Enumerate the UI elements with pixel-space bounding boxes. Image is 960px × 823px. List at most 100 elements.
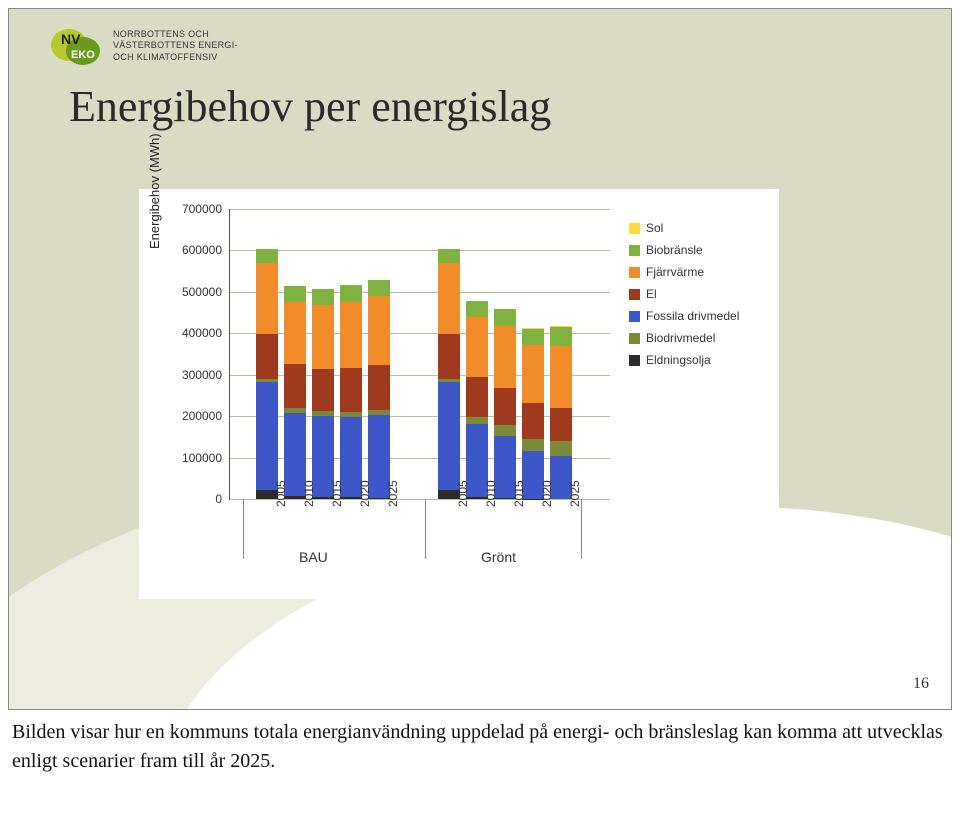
segment-Biodrivmedel xyxy=(522,439,544,451)
legend-item: Sol xyxy=(629,221,739,235)
y-tick-label: 300000 xyxy=(162,368,222,382)
y-tick-label: 500000 xyxy=(162,285,222,299)
legend-label: Biobränsle xyxy=(646,243,703,257)
x-tick-label: 2020 xyxy=(540,480,554,507)
segment-Biobränsle xyxy=(256,249,278,264)
segment-Biobränsle xyxy=(522,329,544,346)
segment-Biodrivmedel xyxy=(550,441,572,456)
slide: NV EKO NORRBOTTENS OCH VÄSTERBOTTENS ENE… xyxy=(8,8,952,710)
segment-Fjärrvärme xyxy=(368,296,390,364)
segment-El xyxy=(368,365,390,411)
y-axis-label: Energibehov (MWh) xyxy=(147,133,162,249)
group-divider xyxy=(243,499,244,559)
segment-Fossila drivmedel xyxy=(256,382,278,490)
segment-El xyxy=(284,364,306,408)
group-divider xyxy=(581,499,582,559)
y-tick-label: 400000 xyxy=(162,326,222,340)
segment-Biobränsle xyxy=(494,309,516,326)
x-tick-label: 2005 xyxy=(456,480,470,507)
legend: Sol Biobränsle Fjärrvärme El Fossila drivmed… xyxy=(629,221,739,375)
legend-item: Fossila drivmedel xyxy=(629,309,739,323)
segment-El xyxy=(466,377,488,416)
bar-0-2005 xyxy=(256,249,278,499)
legend-swatch xyxy=(629,267,640,278)
bar-1-2005 xyxy=(438,249,460,499)
segment-Fjärrvärme xyxy=(340,302,362,368)
segment-Biobränsle xyxy=(466,301,488,318)
legend-label: Fossila drivmedel xyxy=(646,309,739,323)
bar-0-2020 xyxy=(340,285,362,499)
chart-container: Energibehov (MWh) 0100000200000300000400… xyxy=(139,189,779,599)
legend-label: Sol xyxy=(646,221,663,235)
page-number: 16 xyxy=(913,675,929,693)
x-tick-label: 2025 xyxy=(386,480,400,507)
segment-Fjärrvärme xyxy=(312,305,334,369)
legend-swatch xyxy=(629,311,640,322)
tagline-line: NORRBOTTENS OCH xyxy=(113,29,238,40)
segment-Fjärrvärme xyxy=(256,263,278,333)
segment-El xyxy=(312,369,334,410)
segment-Fjärrvärme xyxy=(522,345,544,403)
legend-swatch xyxy=(629,245,640,256)
y-tick-label: 200000 xyxy=(162,409,222,423)
x-tick-label: 2015 xyxy=(330,480,344,507)
segment-Biobränsle xyxy=(284,286,306,303)
caption-text: Bilden visar hur en kommuns totala energ… xyxy=(12,718,948,776)
bar-1-2010 xyxy=(466,301,488,499)
x-tick-label: 2025 xyxy=(568,480,582,507)
segment-Biobränsle xyxy=(550,327,572,346)
segment-Fjärrvärme xyxy=(466,317,488,377)
legend-swatch xyxy=(629,355,640,366)
gridline xyxy=(230,209,610,210)
legend-label: Fjärrvärme xyxy=(646,265,704,279)
bar-0-2025 xyxy=(368,280,390,499)
slide-title: Energibehov per energislag xyxy=(69,81,551,132)
segment-Biobränsle xyxy=(368,280,390,297)
legend-swatch xyxy=(629,289,640,300)
legend-item: Fjärrvärme xyxy=(629,265,739,279)
legend-item: Biodrivmedel xyxy=(629,331,739,345)
logo: NV EKO NORRBOTTENS OCH VÄSTERBOTTENS ENE… xyxy=(49,21,238,71)
segment-Biodrivmedel xyxy=(494,425,516,435)
legend-item: Biobränsle xyxy=(629,243,739,257)
bar-0-2010 xyxy=(284,286,306,499)
y-tick-label: 700000 xyxy=(162,202,222,216)
segment-El xyxy=(438,334,460,380)
legend-label: El xyxy=(646,287,657,301)
segment-Fjärrvärme xyxy=(550,346,572,408)
legend-item: El xyxy=(629,287,739,301)
legend-swatch xyxy=(629,223,640,234)
x-tick-label: 2010 xyxy=(484,480,498,507)
segment-Fjärrvärme xyxy=(494,326,516,388)
segment-El xyxy=(550,408,572,441)
legend-swatch xyxy=(629,333,640,344)
svg-text:EKO: EKO xyxy=(71,49,95,61)
segment-Biobränsle xyxy=(312,289,334,306)
y-tick-label: 0 xyxy=(162,492,222,506)
gridline xyxy=(230,250,610,251)
legend-label: Biodrivmedel xyxy=(646,331,715,345)
segment-El xyxy=(256,334,278,380)
x-tick-label: 2020 xyxy=(358,480,372,507)
segment-Biodrivmedel xyxy=(466,417,488,424)
tagline-line: OCH KLIMATOFFENSIV xyxy=(113,52,238,63)
y-tick-label: 100000 xyxy=(162,451,222,465)
x-tick-label: 2015 xyxy=(512,480,526,507)
leaf-icon: NV EKO xyxy=(49,21,105,71)
segment-Fjärrvärme xyxy=(284,302,306,364)
plot-area: 0100000200000300000400000500000600000700… xyxy=(229,209,610,500)
bar-0-2015 xyxy=(312,289,334,499)
x-tick-label: 2010 xyxy=(302,480,316,507)
tagline-line: VÄSTERBOTTENS ENERGI- xyxy=(113,40,238,51)
legend-item: Eldningsolja xyxy=(629,353,739,367)
bar-1-2025 xyxy=(550,326,572,499)
y-tick-label: 600000 xyxy=(162,243,222,257)
segment-El xyxy=(494,388,516,425)
segment-El xyxy=(522,403,544,438)
group-divider xyxy=(425,499,426,559)
svg-text:NV: NV xyxy=(61,31,81,47)
segment-Fjärrvärme xyxy=(438,263,460,333)
group-label: BAU xyxy=(299,549,328,565)
segment-Fossila drivmedel xyxy=(438,382,460,490)
legend-label: Eldningsolja xyxy=(646,353,711,367)
